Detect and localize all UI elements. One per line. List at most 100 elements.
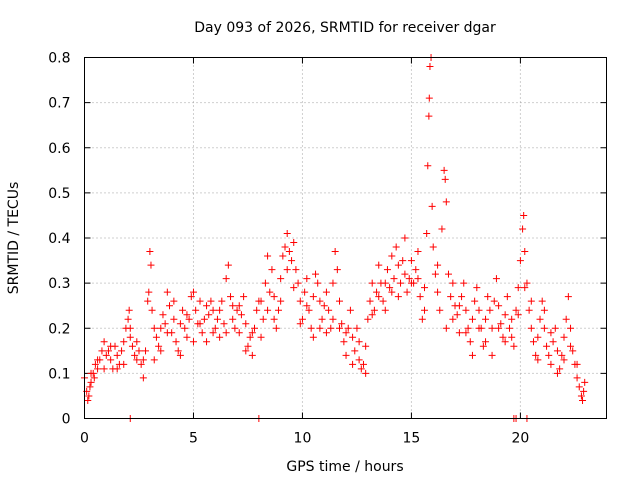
data-point — [277, 275, 285, 283]
data-point — [575, 383, 583, 391]
data-point — [246, 333, 254, 341]
data-point — [227, 293, 235, 301]
data-point — [251, 324, 259, 332]
data-point — [113, 351, 121, 359]
data-point — [305, 306, 313, 314]
data-point — [534, 356, 542, 364]
data-point — [259, 315, 267, 323]
data-point — [248, 351, 256, 359]
data-point — [473, 284, 481, 292]
data-point — [525, 306, 533, 314]
data-point — [425, 94, 433, 102]
data-point — [471, 297, 479, 305]
data-point — [490, 297, 498, 305]
data-point — [567, 342, 575, 350]
data-point — [298, 315, 306, 323]
data-point — [553, 347, 561, 355]
data-point — [529, 338, 537, 346]
data-point — [176, 351, 184, 359]
data-point — [329, 279, 337, 287]
data-point — [355, 356, 363, 364]
data-point — [449, 315, 457, 323]
data-point — [560, 333, 568, 341]
data-point — [270, 293, 278, 301]
data-point — [516, 257, 524, 265]
data-point — [296, 297, 304, 305]
data-point — [342, 329, 350, 337]
data-point — [569, 347, 577, 355]
data-point — [512, 306, 520, 314]
data-point — [233, 306, 241, 314]
data-point — [479, 342, 487, 350]
data-point — [325, 306, 333, 314]
data-point — [424, 162, 432, 170]
data-point — [152, 333, 160, 341]
data-point — [403, 288, 411, 296]
data-point — [235, 329, 243, 337]
data-point — [91, 360, 99, 368]
y-tick-label: 0.5 — [48, 186, 70, 202]
data-point — [229, 302, 237, 310]
data-point — [163, 288, 171, 296]
data-point — [331, 248, 339, 256]
data-point — [336, 324, 344, 332]
data-point — [277, 297, 285, 305]
data-points — [81, 54, 589, 422]
data-point — [460, 279, 468, 287]
x-tick-label: 0 — [80, 431, 89, 447]
data-point — [84, 396, 92, 404]
data-point — [362, 342, 370, 350]
data-point — [316, 324, 324, 332]
y-tick-label: 0.6 — [48, 141, 70, 157]
data-point — [166, 302, 174, 310]
data-point — [429, 243, 437, 251]
data-point — [508, 315, 516, 323]
data-point — [216, 333, 224, 341]
data-point — [508, 333, 516, 341]
data-point — [342, 351, 350, 359]
data-point — [113, 365, 121, 373]
data-point — [176, 320, 184, 328]
data-point — [189, 288, 197, 296]
data-point — [139, 374, 147, 382]
data-point — [560, 356, 568, 364]
data-point — [388, 288, 396, 296]
data-point — [150, 324, 158, 332]
data-point — [144, 297, 152, 305]
data-point — [322, 329, 330, 337]
x-tick-label: 10 — [294, 431, 312, 447]
data-point — [163, 329, 171, 337]
data-point — [285, 248, 293, 256]
data-point — [462, 306, 470, 314]
data-point — [133, 338, 141, 346]
data-point — [320, 302, 328, 310]
data-point — [309, 293, 317, 301]
data-point — [229, 315, 237, 323]
data-point — [353, 324, 361, 332]
data-point — [290, 239, 298, 247]
data-point — [157, 324, 165, 332]
data-point — [462, 329, 470, 337]
data-point — [235, 302, 243, 310]
data-point — [573, 360, 581, 368]
y-tick-label: 0.2 — [48, 321, 70, 337]
data-point — [484, 293, 492, 301]
y-tick-label: 0.3 — [48, 276, 70, 292]
data-point — [336, 297, 344, 305]
data-point — [580, 387, 588, 395]
grid-lines — [84, 57, 607, 419]
data-point — [441, 175, 449, 183]
data-point — [538, 297, 546, 305]
data-point — [145, 288, 153, 296]
data-point — [333, 266, 341, 274]
data-point — [139, 356, 147, 364]
data-point — [272, 324, 280, 332]
data-point — [399, 257, 407, 265]
data-point — [468, 351, 476, 359]
data-point — [375, 261, 383, 269]
data-point — [340, 338, 348, 346]
data-point — [150, 356, 158, 364]
data-point — [98, 347, 106, 355]
data-point — [94, 365, 102, 373]
data-point — [161, 320, 169, 328]
